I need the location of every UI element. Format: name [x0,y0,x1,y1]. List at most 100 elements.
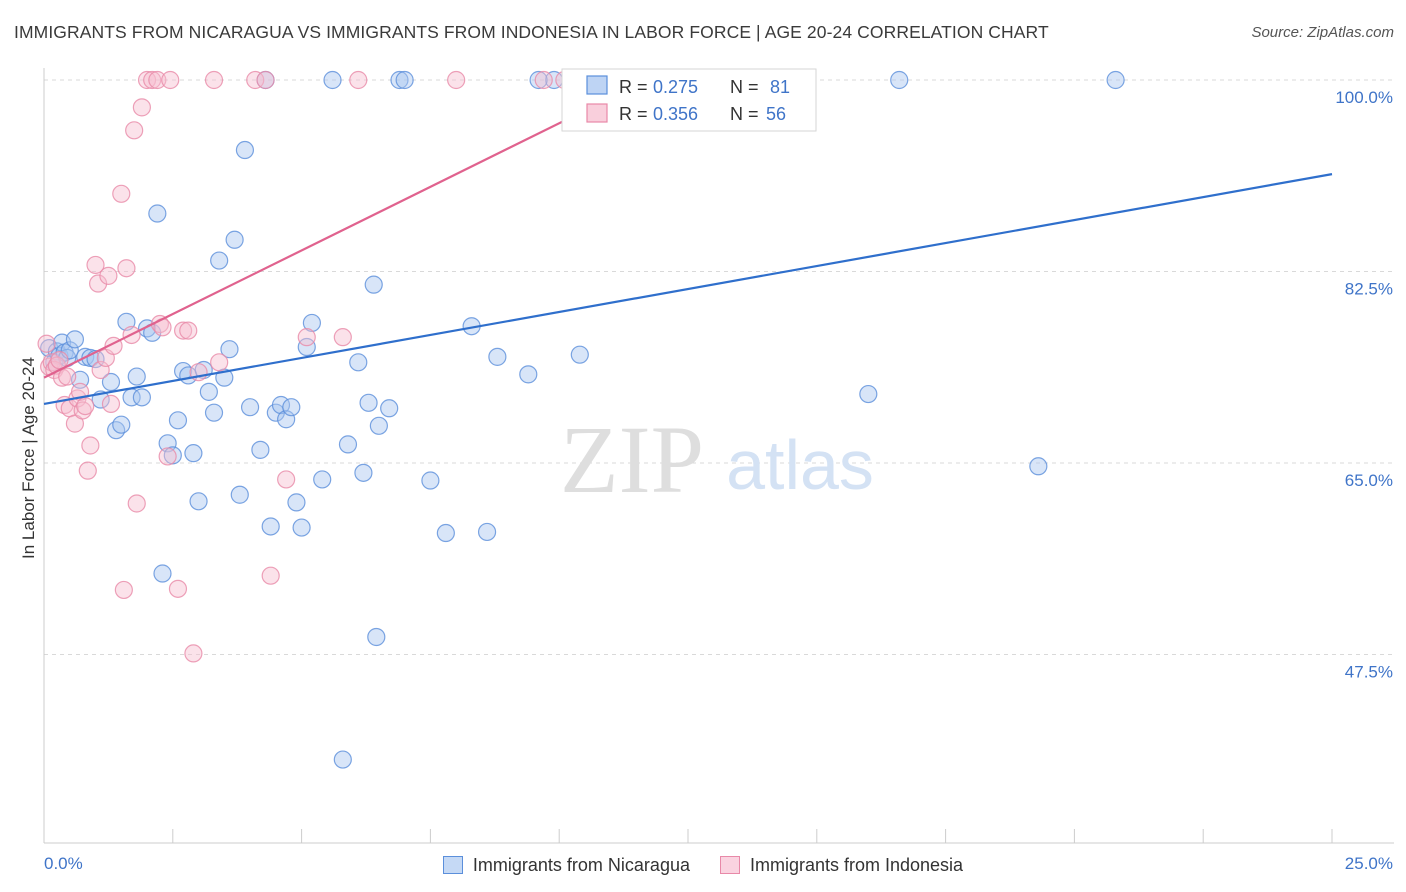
point-nicaragua [529,70,548,90]
stats-legend: R = 0.275 N = 81 R = 0.356 N = 56 [561,68,817,132]
point-indonesia [246,70,265,90]
point-indonesia [210,353,229,372]
point-nicaragua [421,471,440,490]
point-indonesia [184,644,203,663]
point-indonesia [137,70,157,90]
point-nicaragua [261,517,280,536]
point-nicaragua [488,347,507,366]
legend-r-label: R = [619,104,648,124]
point-nicaragua [367,627,386,647]
point-nicaragua [323,70,342,90]
trend-line-nicaragua [43,173,1333,405]
point-indonesia [81,436,100,455]
point-indonesia [179,321,198,340]
point-nicaragua [390,70,409,90]
point-indonesia [447,70,466,90]
point-indonesia [143,70,162,90]
point-indonesia [88,274,108,293]
point-indonesia [78,461,97,480]
point-nicaragua [380,399,399,418]
point-nicaragua [519,365,538,384]
point-nicaragua [184,444,203,463]
point-nicaragua [302,313,322,333]
point-indonesia [132,98,151,117]
point-nicaragua [477,522,497,542]
point-nicaragua [395,70,414,90]
legend-swatch-pink [586,103,608,123]
point-indonesia [297,328,316,347]
point-nicaragua [107,421,126,440]
point-nicaragua [148,204,167,223]
watermark: ZIP atlas [560,406,874,513]
point-indonesia [76,396,95,416]
point-nicaragua [436,523,455,543]
point-indonesia [58,367,77,386]
point-indonesia [277,470,296,489]
legend-item-indonesia: Immigrants from Indonesia [719,854,964,876]
point-nicaragua [204,403,224,422]
point-indonesia [168,579,188,598]
point-nicaragua [338,435,358,454]
point-nicaragua [230,485,249,504]
point-nicaragua [112,415,131,434]
point-nicaragua [313,470,332,489]
trend-layer [43,79,1333,405]
point-nicaragua [240,398,260,417]
point-indonesia [158,447,177,466]
point-indonesia [333,328,352,347]
point-nicaragua [168,411,188,430]
point-indonesia [117,259,136,278]
point-nicaragua [359,393,378,412]
point-indonesia [125,121,144,140]
point-indonesia [112,184,131,203]
point-indonesia [86,255,105,275]
point-nicaragua [859,384,878,404]
point-nicaragua [1029,457,1048,476]
legend-n-value-pink: 56 [766,104,786,124]
point-indonesia [91,360,110,380]
point-indonesia [99,266,118,285]
x-tick-label-max: 25.0% [1345,854,1393,873]
source-label: Source: ZipAtlas.com [1251,24,1394,41]
legend-r-value-pink: 0.356 [653,104,698,124]
point-indonesia [161,70,180,90]
point-nicaragua [277,410,296,429]
legend-label-nicaragua: Immigrants from Nicaragua [472,854,690,875]
point-nicaragua [354,463,373,482]
legend-swatch-nicaragua [442,856,463,874]
point-nicaragua [220,340,239,359]
series-legend: Immigrants from Nicaragua Immigrants fro… [0,851,1406,879]
legend-r-value-blue: 0.275 [653,77,698,97]
point-nicaragua [297,337,316,357]
watermark-zip: ZIP [560,406,704,513]
legend-n-label: N = [730,77,759,97]
point-nicaragua [349,353,368,372]
point-indonesia [204,70,224,90]
point-nicaragua [132,388,151,407]
point-nicaragua [1106,70,1125,90]
y-tick-label: 65.0% [1345,471,1393,490]
point-indonesia [127,494,146,513]
point-nicaragua [235,140,255,160]
point-indonesia [174,321,193,340]
points-layer [37,70,1125,769]
point-nicaragua [292,518,311,537]
point-nicaragua [369,416,388,435]
legend-r-label: R = [619,77,648,97]
legend-label-indonesia: Immigrants from Indonesia [749,854,964,875]
point-nicaragua [333,750,352,769]
axis-layer: 100.0% 82.5% 65.0% 47.5% [43,68,1394,844]
y-tick-label: 47.5% [1345,663,1393,682]
point-nicaragua [199,382,218,401]
legend-n-label: N = [730,104,759,124]
y-tick-label: 100.0% [1335,88,1393,107]
point-nicaragua [127,367,146,386]
point-indonesia [256,70,275,90]
trend-line-indonesia [43,79,648,379]
point-indonesia [534,70,553,90]
y-axis-label: In Labor Force | Age 20-24 [19,357,38,559]
point-nicaragua [282,398,301,417]
point-nicaragua [189,492,208,511]
y-tick-label: 82.5% [1345,280,1393,299]
